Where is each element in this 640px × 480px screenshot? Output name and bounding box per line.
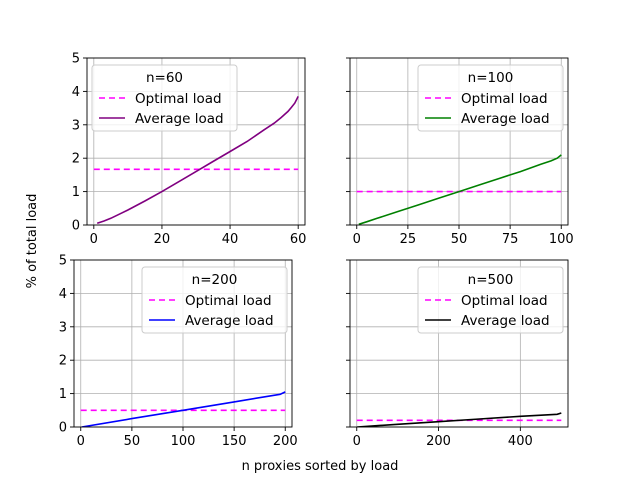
legend-entry: Optimal load — [461, 91, 548, 107]
subplot-4: 0 200 400 n=500 Optimal load Average load — [346, 259, 569, 449]
y-tick-label: 3 — [72, 118, 80, 133]
plot-frame — [86, 57, 306, 226]
legend-entry: Optimal load — [185, 293, 272, 309]
legend-box — [91, 64, 238, 132]
x-tick-label: 100 — [549, 232, 574, 247]
legend: n=100 Optimal load Average load — [417, 64, 564, 132]
series-average-line — [358, 154, 562, 225]
legend-entry: Average load — [185, 313, 274, 329]
y-tick-label: 2 — [59, 354, 67, 369]
y-tick-label: 3 — [59, 320, 67, 335]
legend-title: n=500 — [468, 272, 514, 288]
legend: n=200 Optimal load Average load — [141, 266, 288, 334]
y-tick-label: 4 — [59, 287, 67, 302]
x-tick-label: 100 — [171, 434, 196, 449]
y-tick-label: 1 — [72, 185, 80, 200]
legend-entry: Optimal load — [135, 91, 222, 107]
series-average-line — [81, 391, 286, 427]
series-average-line — [96, 96, 299, 225]
x-tick-label: 0 — [90, 232, 98, 247]
y-tick-label: 0 — [72, 219, 80, 234]
x-tick-label: 50 — [124, 434, 141, 449]
subplot-2: 0 25 50 75 100 n=100 Optimal load Average load — [346, 57, 574, 247]
x-tick-label: 75 — [502, 232, 519, 247]
x-tick-label: 0 — [77, 434, 85, 449]
x-axis-label: n proxies sorted by load — [242, 459, 399, 474]
legend-title: n=100 — [468, 70, 514, 86]
x-tick-label: 0 — [353, 232, 361, 247]
x-tick-label: 200 — [273, 434, 298, 449]
x-tick-label: 200 — [426, 434, 451, 449]
legend: n=500 Optimal load Average load — [417, 266, 564, 334]
x-tick-label: 0 — [353, 434, 361, 449]
y-axis-label: % of total load — [25, 194, 40, 289]
legend-title: n=200 — [192, 272, 238, 288]
x-tick-label: 60 — [290, 232, 307, 247]
series-average-line — [357, 412, 562, 427]
legend-box — [417, 266, 564, 334]
legend-title: n=60 — [146, 70, 183, 86]
x-tick-label: 150 — [222, 434, 247, 449]
legend-entry: Average load — [461, 313, 550, 329]
legend: n=60 Optimal load Average load — [91, 64, 238, 132]
x-tick-label: 25 — [400, 232, 417, 247]
y-tick-label: 2 — [72, 152, 80, 167]
legend-box — [417, 64, 564, 132]
y-tick-label: 5 — [72, 52, 80, 67]
x-tick-label: 40 — [222, 232, 239, 247]
legend-entry: Average load — [461, 111, 550, 127]
legend-box — [141, 266, 288, 334]
subplot-3: 0 50 100 150 200 0 1 2 3 4 5 n=200 Optimal load Avera… — [59, 254, 298, 450]
legend-entry: Average load — [135, 111, 224, 127]
y-tick-label: 4 — [72, 85, 80, 100]
x-tick-label: 50 — [451, 232, 468, 247]
y-tick-label: 1 — [59, 387, 67, 402]
subplot-1: 0 20 40 60 0 1 2 3 4 5 n=60 Optimal load Average loa… — [72, 52, 307, 248]
x-tick-label: 20 — [154, 232, 171, 247]
y-tick-label: 0 — [59, 421, 67, 436]
plot-frame — [349, 259, 569, 428]
legend-entry: Optimal load — [461, 293, 548, 309]
x-tick-label: 400 — [508, 434, 533, 449]
y-tick-label: 5 — [59, 254, 67, 269]
